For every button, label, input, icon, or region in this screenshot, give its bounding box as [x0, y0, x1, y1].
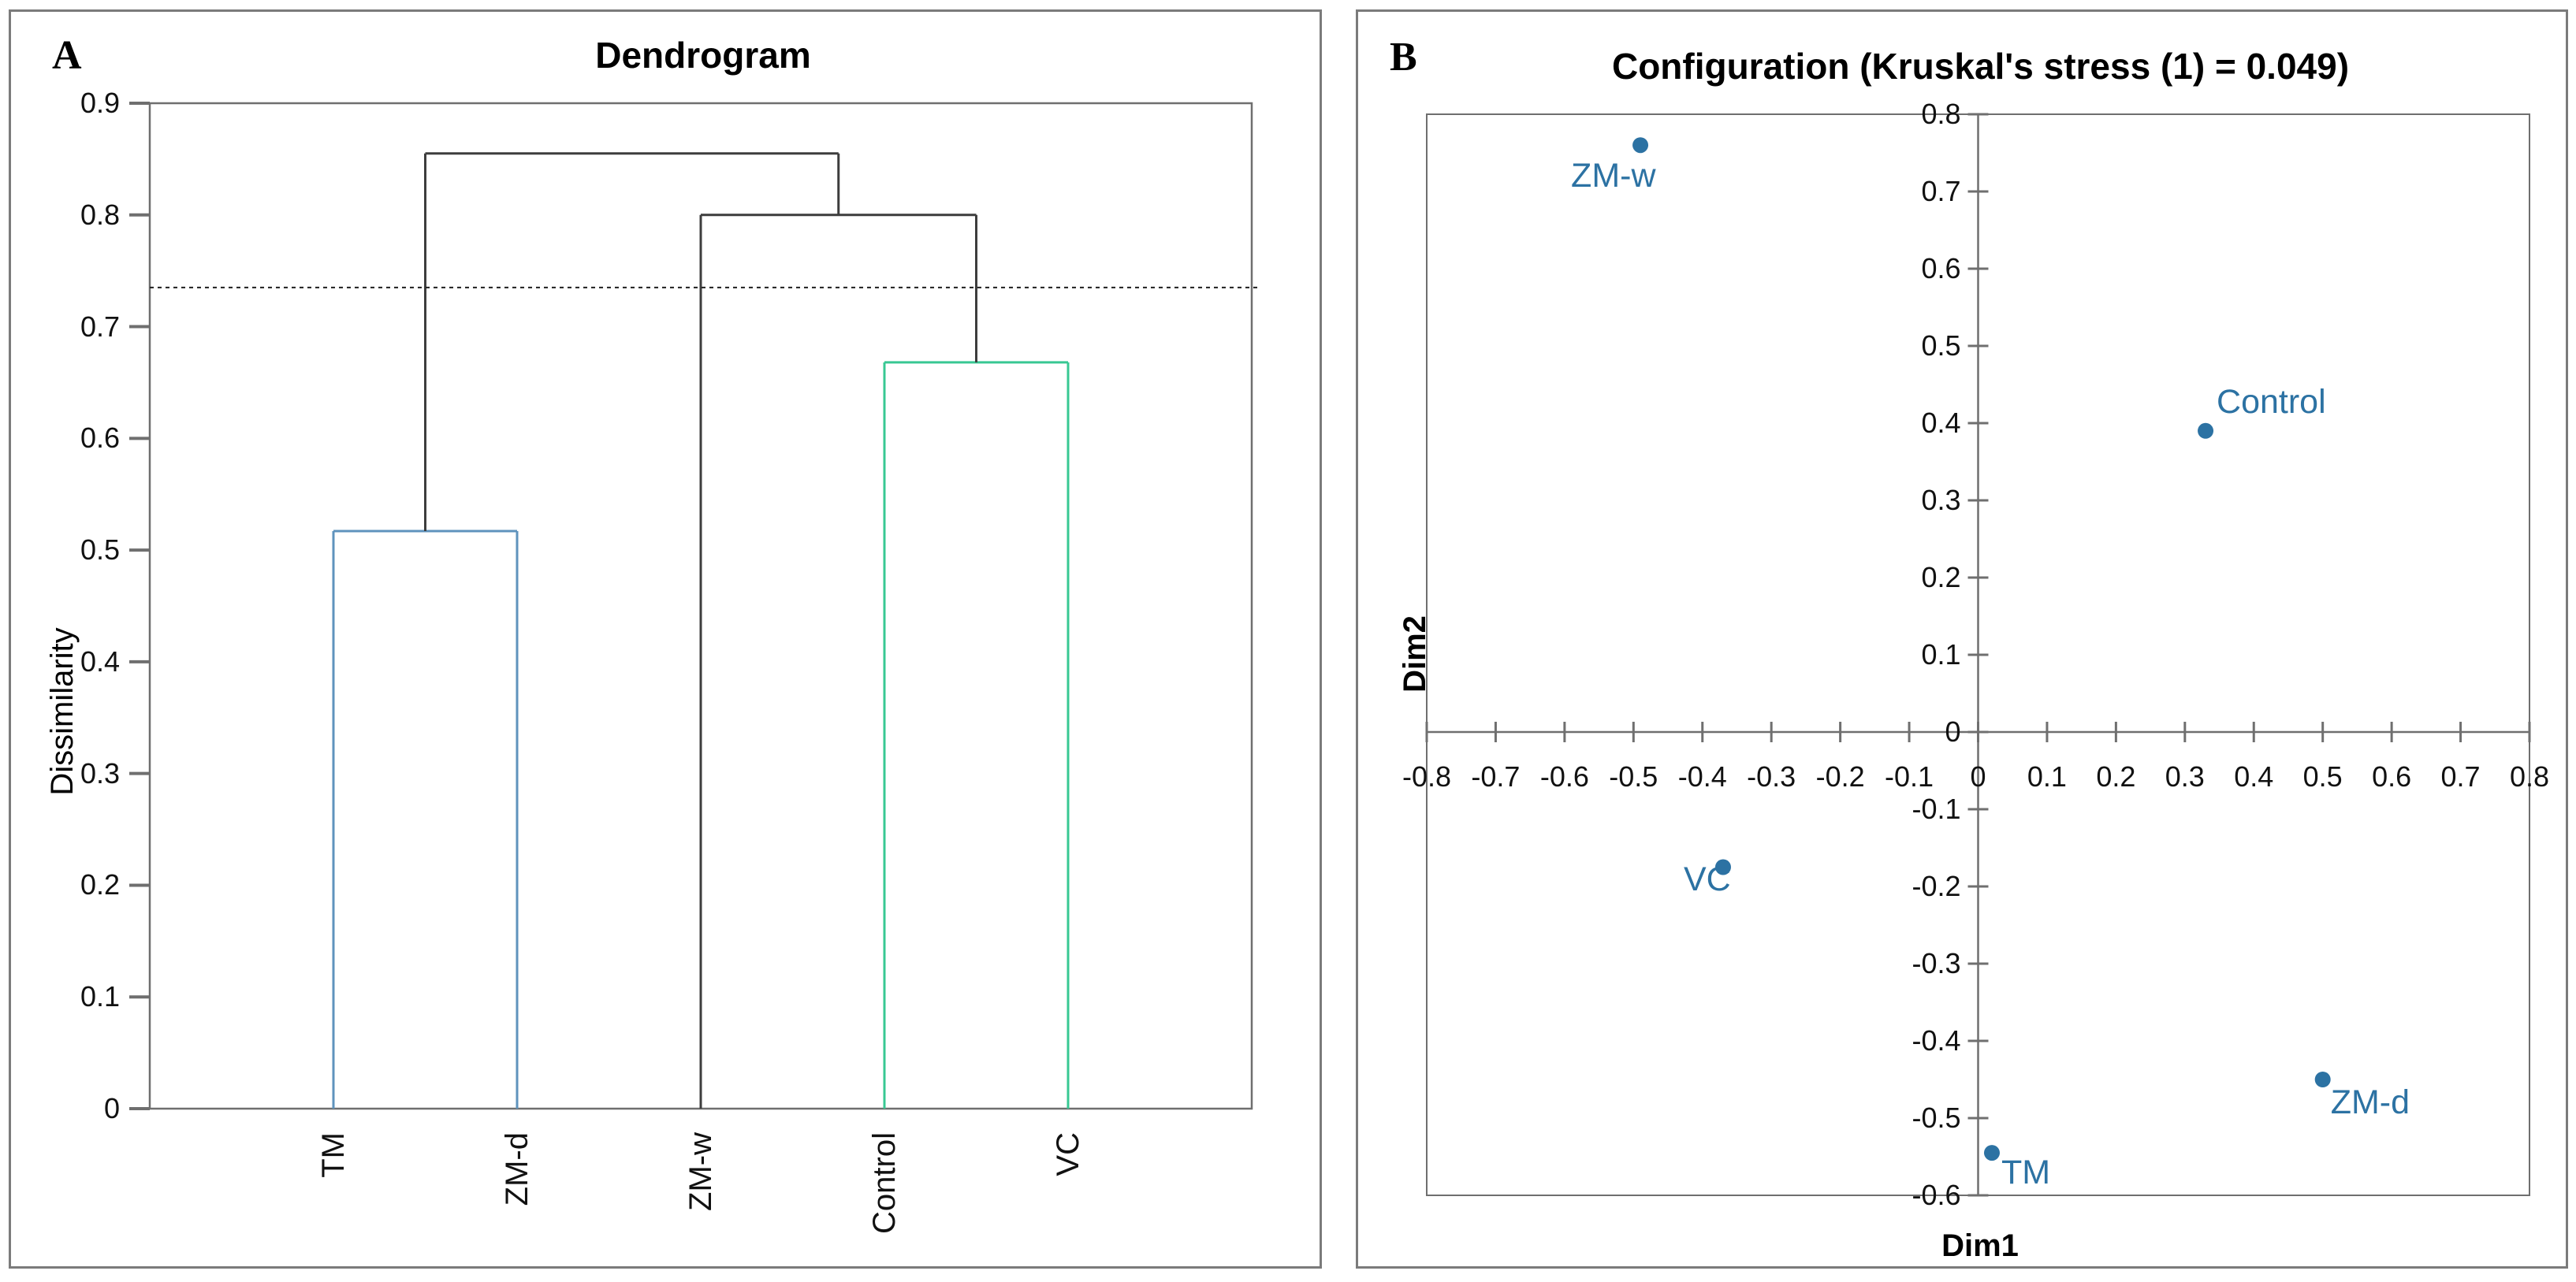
panel-b: B Configuration (Kruskal's stress (1) = …	[1356, 9, 2568, 1269]
panel-b-letter: B	[1390, 35, 1417, 80]
panel-a-y-axis-title: Dissimilarity	[45, 627, 80, 796]
panel-a-title: Dendrogram	[595, 35, 811, 76]
panel-a-letter: A	[52, 33, 82, 78]
panel-a: A Dendrogram Dissimilarity	[9, 9, 1322, 1269]
panel-b-title: Configuration (Kruskal's stress (1) = 0.…	[1611, 46, 2350, 87]
panel-b-x-axis-title: Dim1	[1941, 1228, 2019, 1263]
panel-b-y-axis-title: Dim2	[1398, 615, 1432, 693]
